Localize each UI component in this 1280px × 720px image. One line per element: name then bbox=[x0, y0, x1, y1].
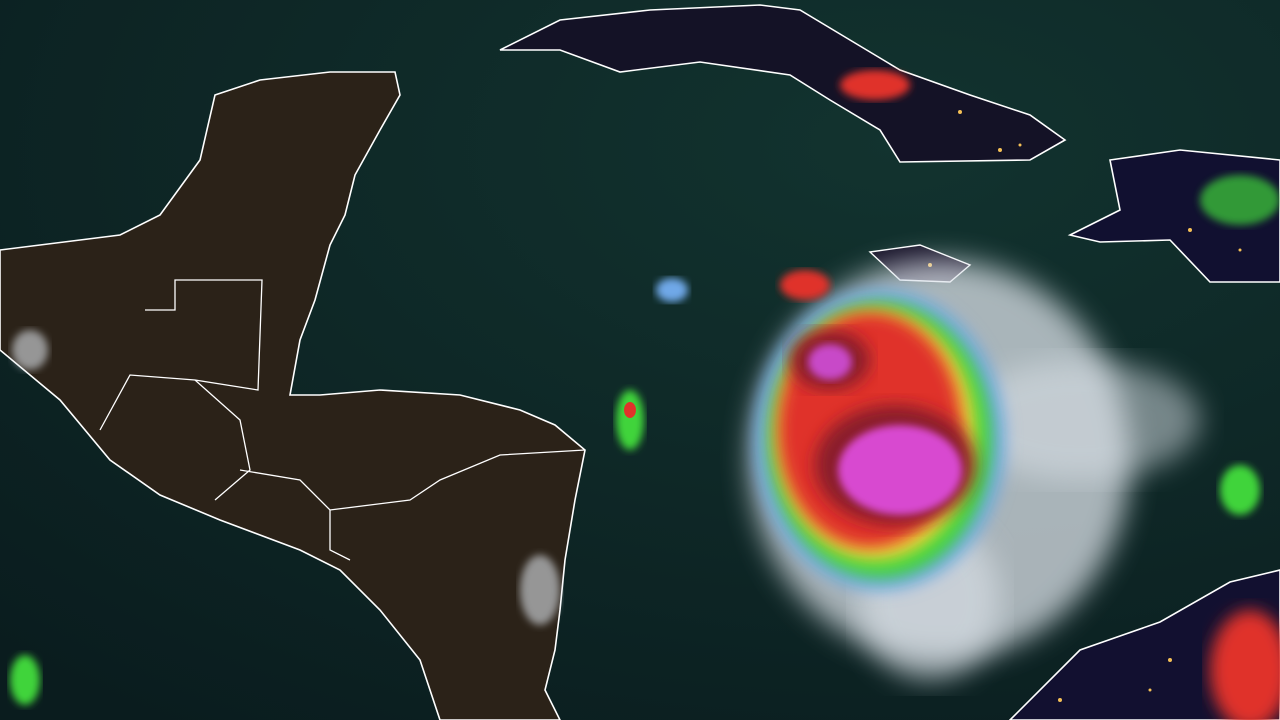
cuba-island bbox=[499, 4, 1067, 163]
country-borders bbox=[99, 279, 586, 561]
scattered-storm-cells bbox=[10, 70, 1280, 720]
central-america-landmass bbox=[0, 71, 586, 720]
tropical-storm-clouds bbox=[750, 260, 1200, 680]
